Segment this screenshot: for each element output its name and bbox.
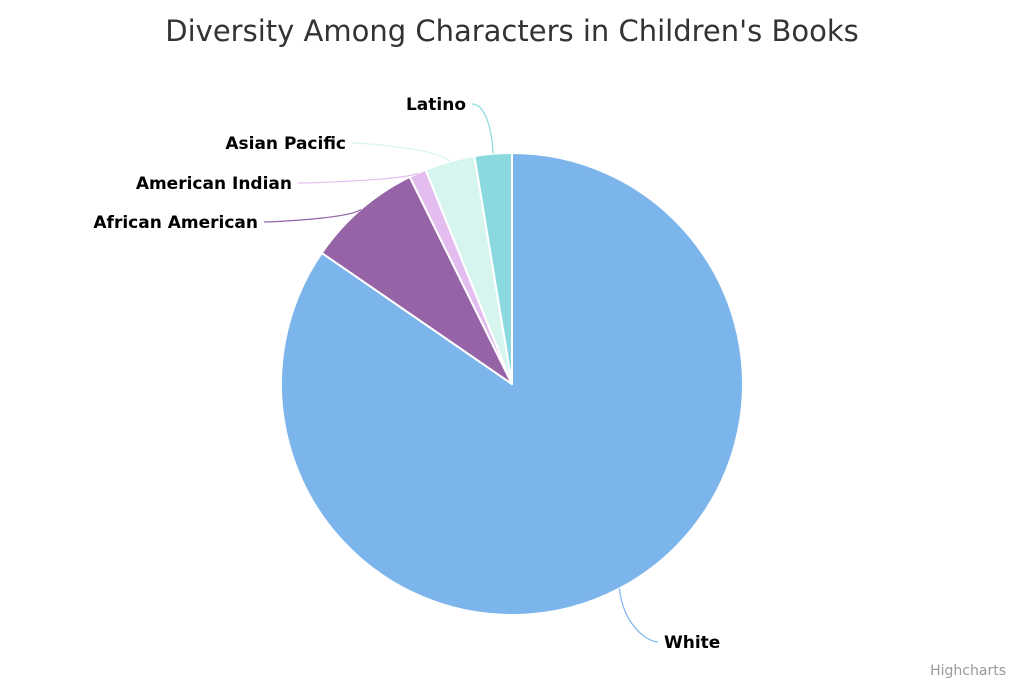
chart-title: Diversity Among Characters in Children's… — [165, 14, 858, 48]
pie-slices — [280, 152, 744, 616]
label-connectors — [263, 103, 659, 643]
pie-slice-white[interactable] — [280, 152, 744, 616]
slice-label-american-indian: American Indian — [136, 174, 292, 194]
pie-slice-african-american[interactable] — [320, 175, 513, 385]
connector-asian-pacific — [351, 142, 451, 163]
slice-labels: White African American American Indian Asia… — [93, 95, 720, 653]
connector-american-indian — [297, 172, 418, 184]
slice-label-white: White — [664, 633, 720, 653]
credits-text[interactable]: Highcharts — [930, 663, 1006, 679]
slice-label-asian-pacific: Asian Pacific — [225, 134, 346, 154]
slice-label-african-american: African American — [93, 213, 258, 233]
slice-label-latino: Latino — [406, 95, 466, 115]
pie-slice-latino[interactable] — [473, 152, 513, 385]
connector-latino — [471, 103, 494, 154]
connector-white — [618, 588, 659, 643]
connector-african-american — [263, 208, 362, 223]
